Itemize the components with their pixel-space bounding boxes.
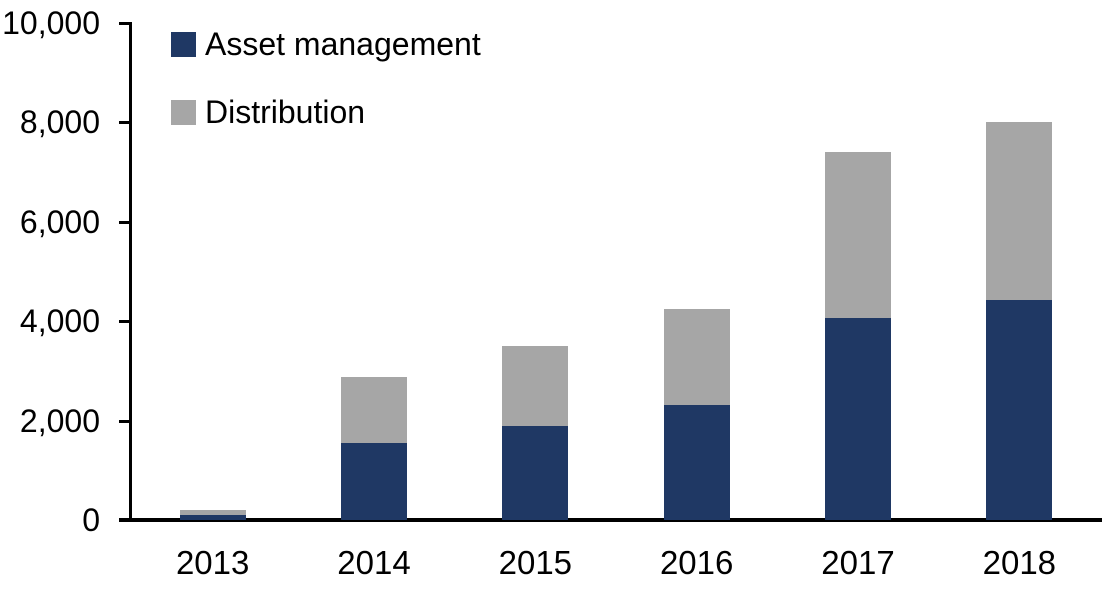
y-tick-label-2000: 2,000 <box>19 402 100 439</box>
y-tick-10000 <box>119 22 130 25</box>
y-tick-8000 <box>119 121 130 125</box>
bar-segment-asset-management-2018 <box>986 299 1053 520</box>
legend-item-distribution: Distribution <box>171 94 481 130</box>
bar-segment-asset-management-2015 <box>502 425 569 520</box>
x-axis-label-2016: 2016 <box>659 544 734 581</box>
x-axis-label-2015: 2015 <box>498 544 573 581</box>
y-tick-label-6000: 6,000 <box>19 203 100 240</box>
bar-segment-distribution-2015 <box>502 346 569 426</box>
bar-segment-asset-management-2016 <box>663 405 730 520</box>
x-axis-label-2013: 2013 <box>175 544 250 581</box>
y-tick-label-4000: 4,000 <box>19 303 100 340</box>
bar-segment-distribution-2018 <box>986 122 1053 300</box>
y-tick-6000 <box>119 220 130 224</box>
bar-segment-asset-management-2014 <box>341 442 407 520</box>
legend-swatch-distribution <box>171 99 196 125</box>
legend-label-distribution: Distribution <box>205 94 366 130</box>
legend-item-asset-management: Asset management <box>171 26 481 62</box>
legend-swatch-asset-management <box>171 31 196 57</box>
y-tick-4000 <box>119 320 130 324</box>
bar-segment-distribution-2017 <box>825 152 891 319</box>
bar-segment-asset-management-2013 <box>179 515 246 520</box>
bar-segment-distribution-2014 <box>341 377 407 443</box>
bar-segment-distribution-2013 <box>179 510 246 516</box>
y-tick-2000 <box>119 419 130 423</box>
legend-label-asset-management: Asset management <box>205 26 481 62</box>
y-tick-label-10000: 10,000 <box>2 5 100 41</box>
y-tick-0 <box>119 519 130 522</box>
x-axis-label-2017: 2017 <box>821 544 895 581</box>
y-tick-label-0: 0 <box>82 502 100 538</box>
y-tick-label-8000: 8,000 <box>19 104 100 141</box>
bar-segment-distribution-2016 <box>663 308 730 406</box>
x-axis-label-2018: 2018 <box>982 544 1057 581</box>
y-axis-line <box>129 22 132 521</box>
x-axis-label-2014: 2014 <box>337 544 411 581</box>
legend: Asset management Distribution <box>171 26 481 162</box>
x-axis-line <box>119 518 1102 522</box>
bar-segment-asset-management-2017 <box>825 318 891 520</box>
